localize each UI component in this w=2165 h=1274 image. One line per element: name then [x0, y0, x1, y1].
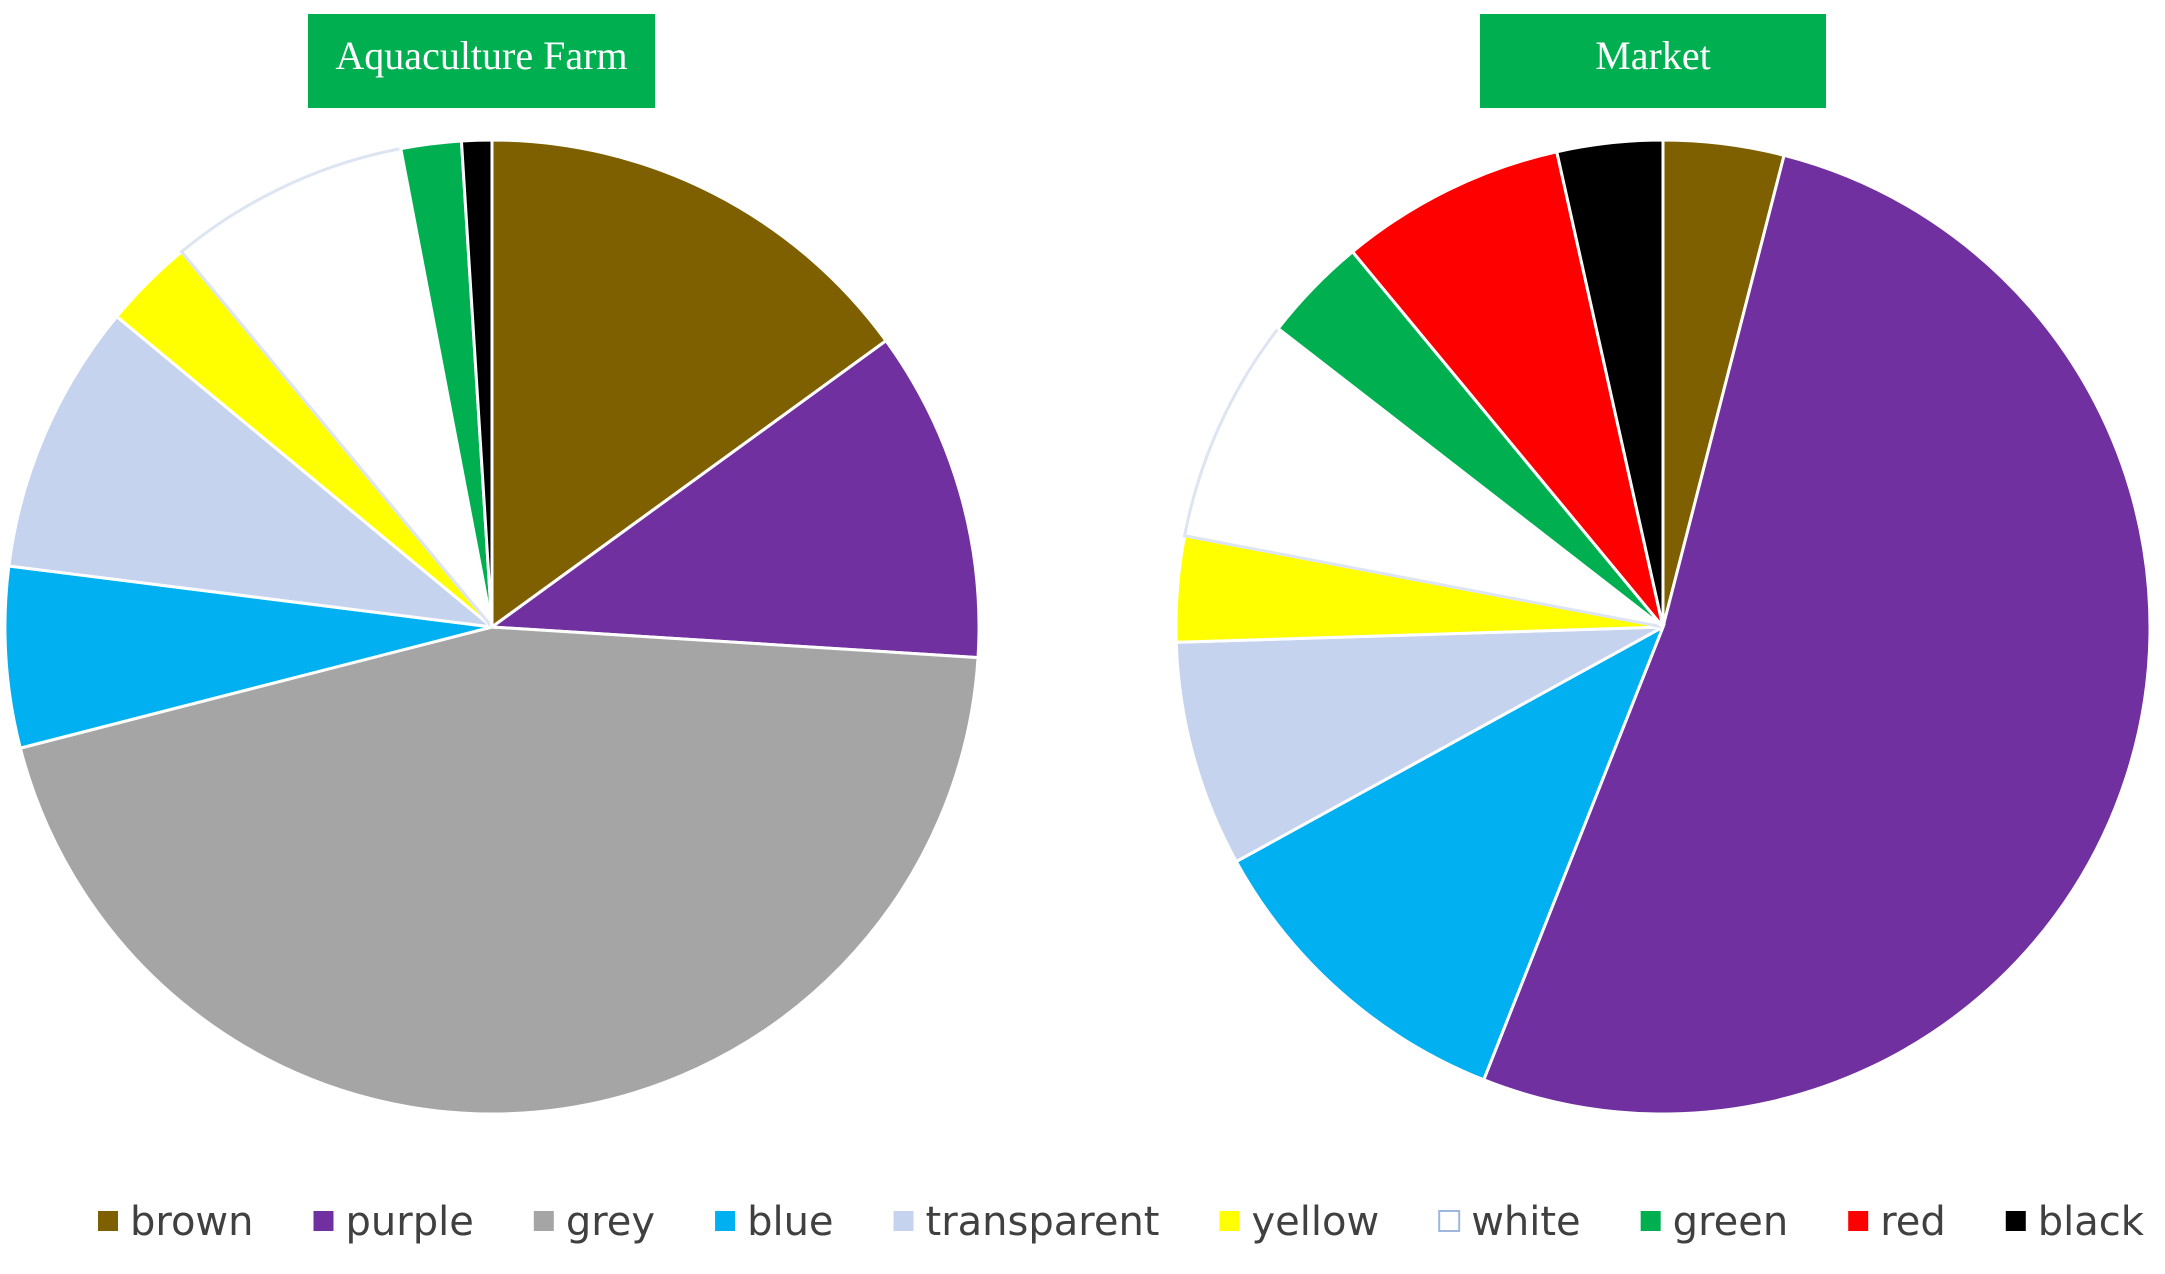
chart-title: Aquaculture Farm: [335, 33, 627, 78]
pie-slice: [459, 138, 494, 628]
legend-swatch: [2005, 1211, 2026, 1231]
legend-label: white: [1471, 1199, 1580, 1245]
legend-swatch: [1219, 1211, 1240, 1231]
pie-slice: [487, 338, 981, 660]
legend-swatch: [313, 1211, 334, 1231]
title-box: [308, 14, 655, 108]
legend-label: red: [1880, 1199, 1946, 1245]
legend-swatch: [1640, 1211, 1661, 1231]
title-box: [1480, 14, 1826, 108]
legend-label: transparent: [926, 1199, 1160, 1245]
legend-swatch: [1848, 1211, 1869, 1231]
pie-slice: [1182, 326, 1664, 629]
pie-slice: [1481, 153, 2152, 1116]
pie-slice: [490, 138, 889, 630]
pie-slice: [18, 625, 980, 1116]
pie-slice: [1350, 149, 1665, 628]
legend-swatch: [715, 1211, 736, 1231]
pie-slice: [3, 564, 493, 750]
legend-swatch: [98, 1211, 118, 1231]
legend-label: purple: [346, 1199, 474, 1245]
legend-label: grey: [566, 1199, 655, 1245]
legend-label: yellow: [1251, 1199, 1379, 1245]
pie-slice: [7, 314, 497, 630]
legend-swatch: [533, 1211, 554, 1231]
pie-slice: [1554, 138, 1665, 628]
chart-title: Market: [1595, 33, 1711, 78]
legend-swatch: [893, 1211, 914, 1231]
legend-label: green: [1673, 1199, 1789, 1245]
legend-label: brown: [130, 1199, 254, 1245]
pie-slice: [1234, 623, 1666, 1082]
pie-slice: [1174, 625, 1664, 864]
pie-slice: [179, 146, 494, 628]
legend-label: black: [2038, 1199, 2145, 1245]
legend-label: blue: [747, 1199, 833, 1245]
legend-swatch: [1438, 1210, 1461, 1232]
